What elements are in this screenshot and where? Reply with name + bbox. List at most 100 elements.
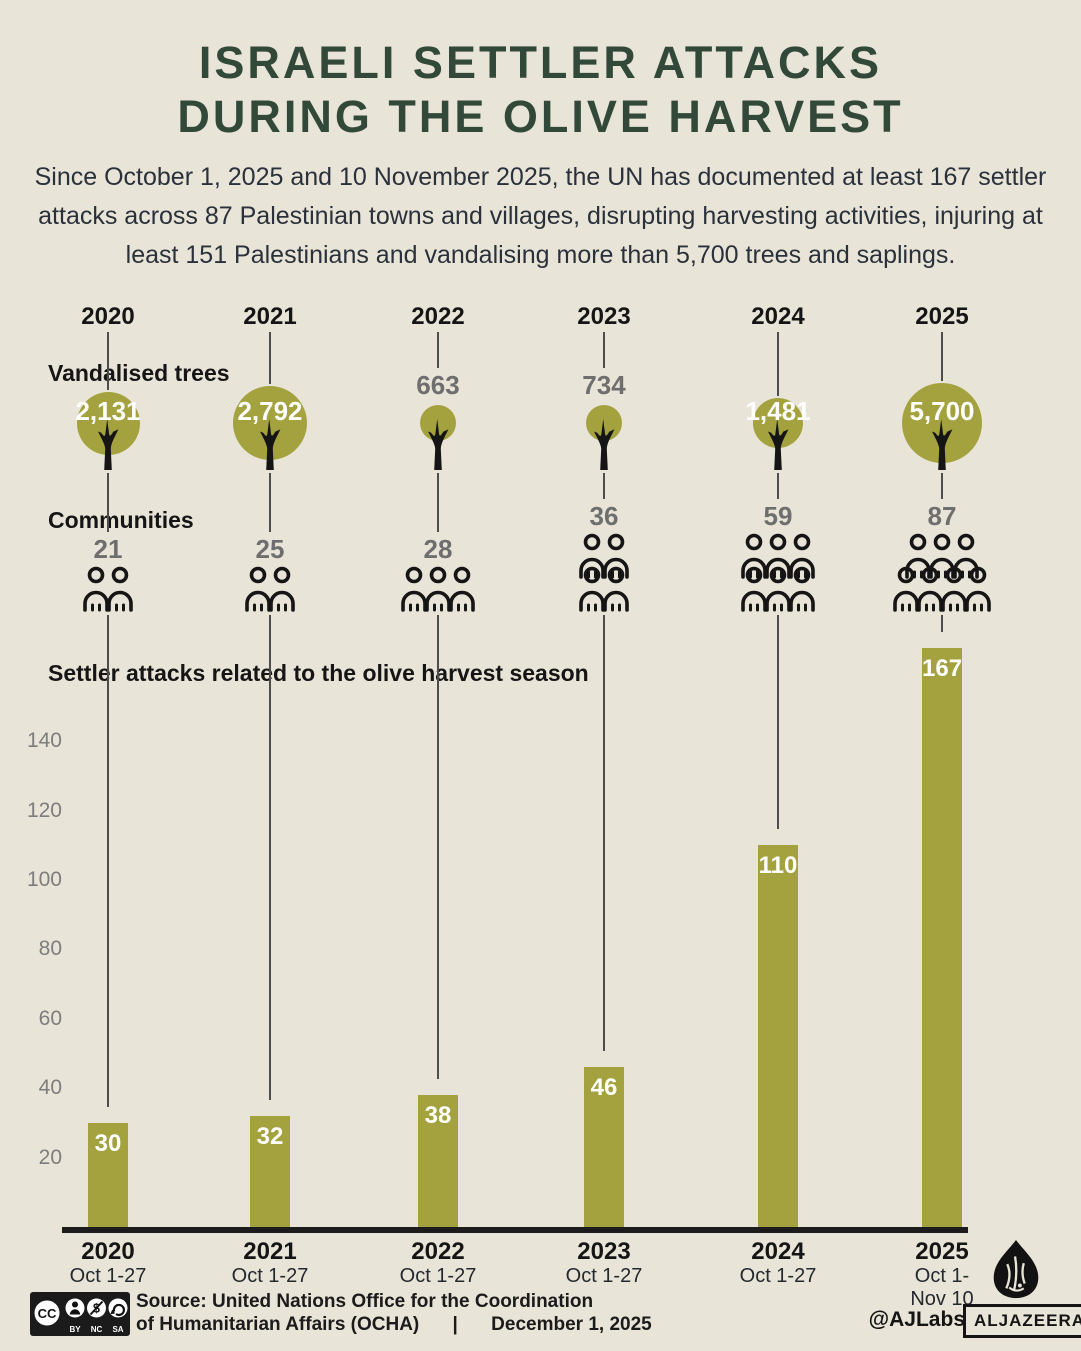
- communities-value: 28: [423, 534, 453, 564]
- person-icon: [891, 566, 921, 612]
- axis-year-label: 2025: [915, 1238, 969, 1265]
- y-tick-label: 20: [38, 1145, 62, 1169]
- axis-period-label: Oct 1-: [914, 1265, 970, 1287]
- person-icon: [243, 566, 273, 612]
- y-tick-label: 40: [38, 1076, 62, 1100]
- source-line1: Source: United Nations Office for the Co…: [136, 1291, 594, 1312]
- axis-year-label: 2023: [577, 1238, 631, 1265]
- source-note: Source: United Nations Office for the Co…: [136, 1290, 696, 1336]
- column-year-label: 2022: [411, 303, 465, 330]
- communities-label: Communities: [48, 507, 194, 533]
- tree-trunk-icon: [760, 416, 796, 470]
- separator: |: [452, 1314, 458, 1335]
- svg-text:NC: NC: [91, 1325, 103, 1334]
- person-icon: [963, 566, 993, 612]
- communities-value: 25: [255, 534, 285, 564]
- cc-license-badge: CC $ BY NC SA: [30, 1292, 130, 1336]
- svg-text:BY: BY: [69, 1325, 81, 1334]
- person-icon: [763, 533, 793, 579]
- page-subtitle: Since October 1, 2025 and 10 November 20…: [34, 163, 1047, 269]
- axis-year-label: 2022: [411, 1238, 465, 1265]
- column-year-label: 2024: [751, 303, 805, 330]
- tree-value: 734: [582, 370, 626, 400]
- attacks-bar-value: 32: [256, 1122, 284, 1150]
- y-tick-label: 60: [38, 1006, 62, 1030]
- column-line: [437, 615, 439, 1080]
- column-line: [603, 615, 605, 1052]
- axis-period-label: Oct 1-27: [565, 1265, 643, 1287]
- attacks-bar: [88, 1122, 128, 1227]
- attacks-bar: [584, 1067, 624, 1227]
- axis-year-label: 2020: [81, 1238, 135, 1265]
- column-line: [437, 473, 439, 532]
- person-icon: [601, 566, 631, 612]
- communities-value: 87: [927, 501, 957, 531]
- page-title: ISRAELI SETTLER ATTACKS DURING THE OLIVE…: [0, 36, 1081, 144]
- column-line: [603, 332, 605, 368]
- person-icon: [739, 533, 769, 579]
- person-icon: [399, 566, 429, 612]
- column-line: [777, 615, 779, 830]
- attacks-bar-value: 38: [424, 1102, 452, 1130]
- svg-text:CC: CC: [38, 1306, 57, 1321]
- attacks-bar: [250, 1115, 290, 1227]
- attacks-bar: [922, 647, 962, 1227]
- person-icon: [787, 533, 817, 579]
- axis-year-label: 2021: [243, 1238, 297, 1265]
- tree-trunk-icon: [924, 416, 960, 470]
- person-icon: [81, 566, 111, 612]
- axis-period-label: Nov 10: [910, 1288, 974, 1310]
- x-axis-line: [62, 1227, 968, 1233]
- column-line: [107, 615, 109, 1107]
- person-icon: [577, 566, 607, 612]
- column-line: [777, 473, 779, 499]
- attacks-bar-value: 167: [922, 654, 963, 682]
- person-icon: [423, 566, 453, 612]
- column-line: [941, 332, 943, 381]
- cc-license-icon: CC $ BY NC SA: [30, 1292, 130, 1336]
- page-title-line1: ISRAELI SETTLER ATTACKS: [198, 37, 883, 88]
- person-icon: [787, 566, 817, 612]
- aljazeera-logo-icon: [986, 1238, 1046, 1300]
- y-tick-label: 100: [26, 868, 62, 891]
- page-title-line2: DURING THE OLIVE HARVEST: [177, 91, 904, 142]
- person-icon: [577, 533, 607, 579]
- column-line: [437, 332, 439, 368]
- source-line2: of Humanitarian Affairs (OCHA) | Decembe…: [136, 1314, 652, 1335]
- tree-value: 5,700: [909, 396, 975, 426]
- column-line: [603, 473, 605, 499]
- tree-value: 2,131: [75, 396, 141, 426]
- column-line: [269, 473, 271, 532]
- person-icon: [447, 566, 477, 612]
- attacks-bar: [758, 845, 798, 1227]
- column-year-label: 2021: [243, 303, 297, 330]
- communities-value: 21: [93, 534, 123, 564]
- y-tick-label: 120: [26, 798, 62, 822]
- svg-text:SA: SA: [112, 1325, 123, 1334]
- column-line: [941, 615, 943, 632]
- communities-value: 36: [589, 501, 619, 531]
- column-line: [269, 615, 271, 1100]
- communities-value: 59: [763, 501, 793, 531]
- aljazeera-wordmark: ALJAZEERA: [963, 1304, 1081, 1338]
- attacks-bar-value: 46: [590, 1074, 618, 1102]
- axis-period-label: Oct 1-27: [231, 1265, 309, 1287]
- axis-period-label: Oct 1-27: [739, 1265, 817, 1287]
- person-icon: [939, 566, 969, 612]
- person-icon: [267, 566, 297, 612]
- column-year-label: 2020: [81, 303, 135, 330]
- publish-date: December 1, 2025: [491, 1314, 652, 1335]
- tree-trunk-icon: [252, 416, 288, 470]
- axis-period-label: Oct 1-27: [399, 1265, 477, 1287]
- person-icon: [915, 566, 945, 612]
- person-icon: [601, 533, 631, 579]
- tree-value: 663: [416, 370, 460, 400]
- column-line: [941, 473, 943, 499]
- person-icon: [105, 566, 135, 612]
- column-line: [107, 332, 109, 390]
- tree-value: 2,792: [237, 396, 303, 426]
- tree-trunk-icon: [90, 416, 126, 470]
- column-year-label: 2023: [577, 303, 631, 330]
- attacks-bar-value: 110: [758, 852, 798, 880]
